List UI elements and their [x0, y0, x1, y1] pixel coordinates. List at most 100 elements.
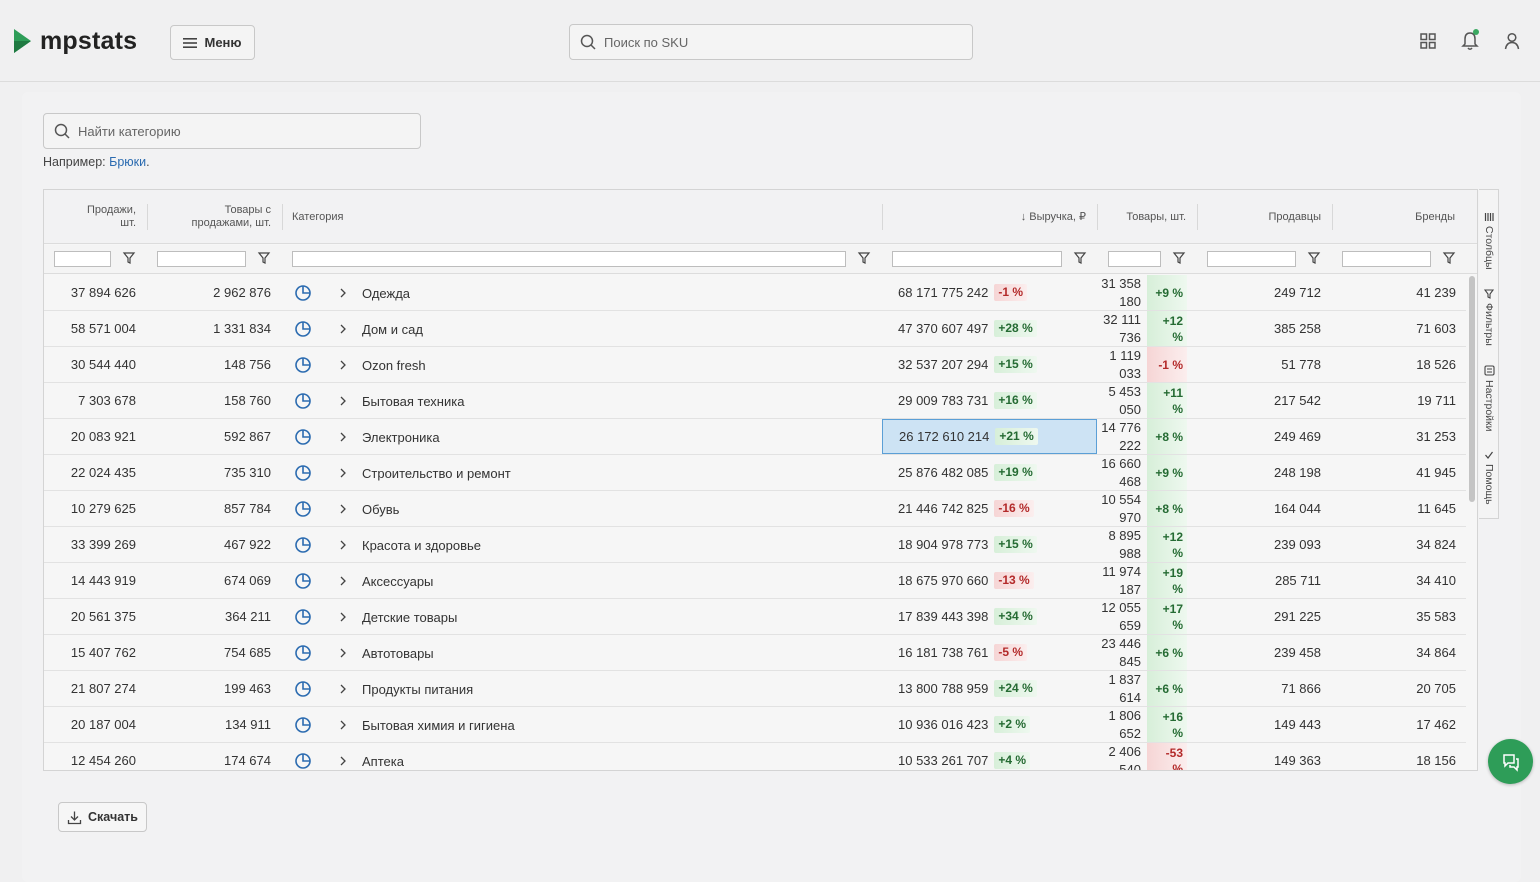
cell-revenue[interactable]: 32 537 207 294 +15 %: [882, 347, 1097, 382]
cell-revenue[interactable]: 10 936 016 423 +2 %: [882, 707, 1097, 742]
filter-icon[interactable]: [1307, 251, 1321, 265]
header-goods-with-sales[interactable]: Товары с продажами, шт.: [147, 190, 282, 244]
filter-category-input[interactable]: [292, 251, 846, 267]
cell-category[interactable]: Бытовая химия и гигиена: [362, 718, 515, 733]
header-category[interactable]: Категория: [282, 190, 882, 244]
cell-revenue[interactable]: 29 009 783 731 +16 %: [882, 383, 1097, 418]
side-tab-filters[interactable]: Фильтры: [1479, 289, 1499, 346]
logo[interactable]: mpstats: [12, 26, 137, 56]
category-search-input[interactable]: [78, 123, 418, 139]
pie-chart-icon[interactable]: [294, 716, 312, 734]
bell-icon[interactable]: [1460, 29, 1480, 52]
table-row[interactable]: 12 454 260 174 674 Аптека 10 533 261 707 +4 …: [44, 743, 1466, 770]
pie-chart-icon[interactable]: [294, 644, 312, 662]
table-row[interactable]: 37 894 626 2 962 876 Одежда 68 171 775 242-…: [44, 275, 1466, 311]
pie-chart-icon[interactable]: [294, 356, 312, 374]
pie-chart-icon[interactable]: [294, 536, 312, 554]
pie-chart-icon[interactable]: [294, 680, 312, 698]
cell-category[interactable]: Детские товары: [362, 610, 458, 625]
chevron-right-icon[interactable]: [339, 754, 347, 766]
chevron-right-icon[interactable]: [339, 610, 347, 622]
header-sellers[interactable]: Продавцы: [1197, 190, 1332, 244]
cell-revenue[interactable]: 25 876 482 085 +19 %: [882, 455, 1097, 490]
table-row[interactable]: 58 571 004 1 331 834 Дом и сад 47 370 607 4…: [44, 311, 1466, 347]
cell-category[interactable]: Красота и здоровье: [362, 538, 482, 553]
chevron-right-icon[interactable]: [339, 322, 347, 334]
filter-goods-input[interactable]: [1108, 251, 1161, 267]
cell-revenue[interactable]: 26 172 610 214 +21 %: [882, 419, 1097, 454]
header-revenue[interactable]: ↓ Выручка, ₽: [882, 190, 1097, 244]
side-tab-settings[interactable]: Настройки: [1479, 365, 1499, 432]
filter-revenue-input[interactable]: [892, 251, 1062, 267]
table-row[interactable]: 20 187 004 134 911 Бытовая химия и гигиена…: [44, 707, 1466, 743]
pie-chart-icon[interactable]: [294, 284, 312, 302]
filter-icon[interactable]: [857, 251, 871, 265]
chevron-right-icon[interactable]: [339, 502, 347, 514]
chevron-right-icon[interactable]: [339, 574, 347, 586]
vertical-scrollbar[interactable]: [1469, 276, 1475, 502]
chat-button[interactable]: [1488, 739, 1533, 784]
header-sales[interactable]: Продажи, шт.: [44, 190, 147, 244]
pie-chart-icon[interactable]: [294, 464, 312, 482]
cell-revenue[interactable]: 68 171 775 242 -1 %: [882, 275, 1097, 310]
download-button[interactable]: Скачать: [58, 802, 147, 832]
chevron-right-icon[interactable]: [339, 394, 347, 406]
cell-revenue[interactable]: 10 533 261 707 +4 %: [882, 743, 1097, 770]
pie-chart-icon[interactable]: [294, 572, 312, 590]
cell-revenue[interactable]: 47 370 607 497 +28 %: [882, 311, 1097, 346]
table-row[interactable]: 33 399 269 467 922 Красота и здоровье 18 90…: [44, 527, 1466, 563]
table-row[interactable]: 20 083 921 592 867 Электроника 26 172 610 2…: [44, 419, 1466, 455]
cell-revenue[interactable]: 13 800 788 959 +24 %: [882, 671, 1097, 706]
pie-chart-icon[interactable]: [294, 752, 312, 770]
header-brands[interactable]: Бренды: [1332, 190, 1466, 244]
chevron-right-icon[interactable]: [339, 682, 347, 694]
table-row[interactable]: 7 303 678 158 760 Бытовая техника 29 009 78…: [44, 383, 1466, 419]
pie-chart-icon[interactable]: [294, 500, 312, 518]
grid-apps-icon[interactable]: [1418, 30, 1438, 52]
table-row[interactable]: 20 561 375 364 211 Детские товары 17 839 44…: [44, 599, 1466, 635]
cell-category[interactable]: Бытовая техника: [362, 394, 465, 409]
table-row[interactable]: 30 544 440 148 756 Ozon fresh 32 537 207 29…: [44, 347, 1466, 383]
pie-chart-icon[interactable]: [294, 608, 312, 626]
cell-revenue[interactable]: 17 839 443 398 +34 %: [882, 599, 1097, 634]
cell-category[interactable]: Обувь: [362, 502, 400, 517]
chevron-right-icon[interactable]: [339, 646, 347, 658]
chevron-right-icon[interactable]: [339, 358, 347, 370]
filter-icon[interactable]: [122, 251, 136, 265]
chevron-right-icon[interactable]: [339, 430, 347, 442]
table-row[interactable]: 15 407 762 754 685 Автотовары 16 181 738 76…: [44, 635, 1466, 671]
filter-sales-input[interactable]: [54, 251, 111, 267]
user-icon[interactable]: [1502, 30, 1522, 52]
cell-revenue[interactable]: 18 904 978 773 +15 %: [882, 527, 1097, 562]
table-row[interactable]: 22 024 435 735 310 Строительство и ремонт 2…: [44, 455, 1466, 491]
cell-revenue[interactable]: 21 446 742 825 -16 %: [882, 491, 1097, 526]
table-row[interactable]: 14 443 919 674 069 Аксессуары 18 675 970 66…: [44, 563, 1466, 599]
chevron-right-icon[interactable]: [339, 286, 347, 298]
cell-category[interactable]: Строительство и ремонт: [362, 466, 511, 481]
header-goods[interactable]: Товары, шт.: [1097, 190, 1197, 244]
chevron-right-icon[interactable]: [339, 538, 347, 550]
chevron-right-icon[interactable]: [339, 718, 347, 730]
filter-icon[interactable]: [1172, 251, 1186, 265]
cell-category[interactable]: Электроника: [362, 430, 440, 445]
menu-button[interactable]: Меню: [170, 25, 255, 60]
filter-icon[interactable]: [1442, 251, 1456, 265]
cell-category[interactable]: Продукты питания: [362, 682, 474, 697]
cell-category[interactable]: Автотовары: [362, 646, 434, 661]
filter-brands-input[interactable]: [1342, 251, 1431, 267]
cell-category[interactable]: Дом и сад: [362, 322, 423, 337]
pie-chart-icon[interactable]: [294, 428, 312, 446]
table-row[interactable]: 21 807 274 199 463 Продукты питания 13 800 …: [44, 671, 1466, 707]
filter-goods-with-sales-input[interactable]: [157, 251, 246, 267]
table-row[interactable]: 10 279 625 857 784 Обувь 21 446 742 825 -16 …: [44, 491, 1466, 527]
cell-category[interactable]: Одежда: [362, 286, 411, 301]
chevron-right-icon[interactable]: [339, 466, 347, 478]
filter-sellers-input[interactable]: [1207, 251, 1296, 267]
side-tab-columns[interactable]: Столбцы: [1479, 212, 1499, 270]
sku-search-input[interactable]: [604, 34, 944, 50]
cell-revenue[interactable]: 18 675 970 660 -13 %: [882, 563, 1097, 598]
side-tab-help[interactable]: Помощь: [1479, 450, 1499, 505]
filter-icon[interactable]: [1073, 251, 1087, 265]
example-link[interactable]: Брюки: [109, 155, 147, 169]
pie-chart-icon[interactable]: [294, 392, 312, 410]
